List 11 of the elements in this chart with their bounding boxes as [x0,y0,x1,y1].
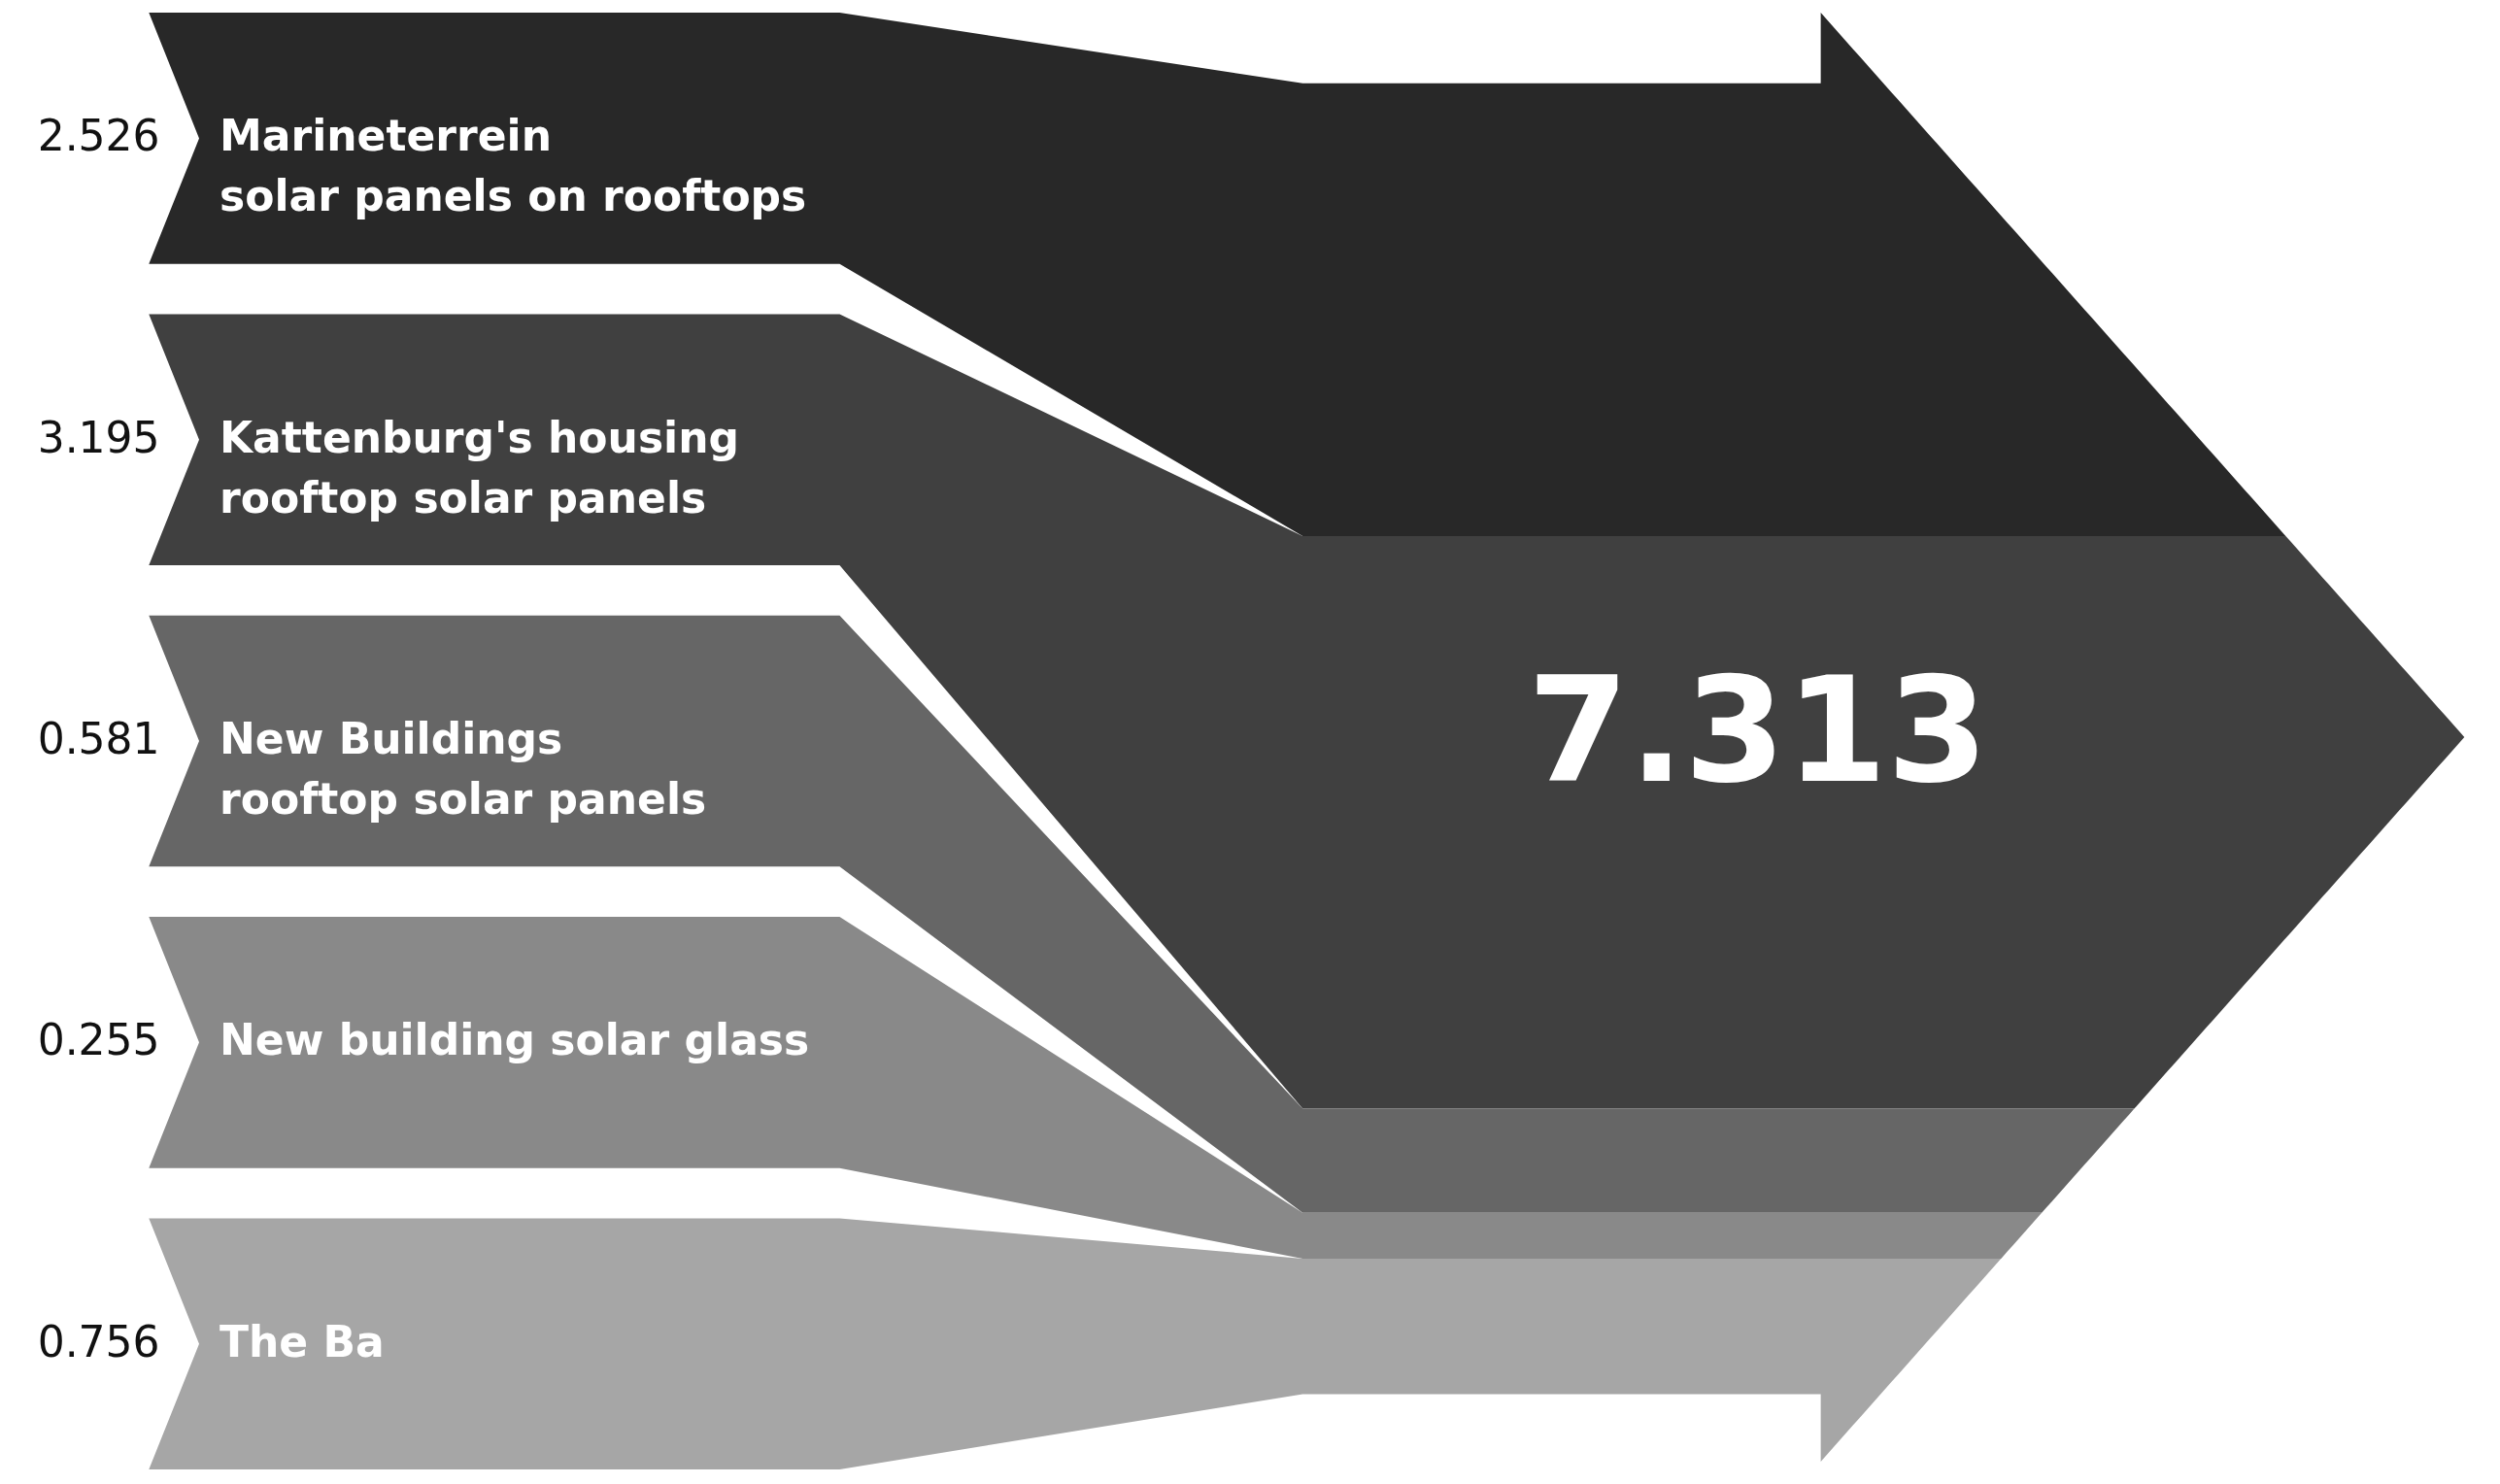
data-label: 0.756 [37,1316,160,1366]
data-label: 0.255 [37,1015,160,1065]
data-label: 0.581 [37,714,160,764]
category-label: New Buildings rooftop solar panels [220,714,707,825]
category-label: The Ba [220,1316,385,1366]
category-label: New building solar glass [220,1015,810,1065]
text: 7.313 [1527,646,1989,815]
data-label: 3.195 [37,412,160,462]
category-label: Marineterrein solar panels on rooftops [220,111,807,221]
category-label: Kattenburg's housing rooftop solar panels [220,412,740,523]
data-label: 2.526 [37,111,160,161]
